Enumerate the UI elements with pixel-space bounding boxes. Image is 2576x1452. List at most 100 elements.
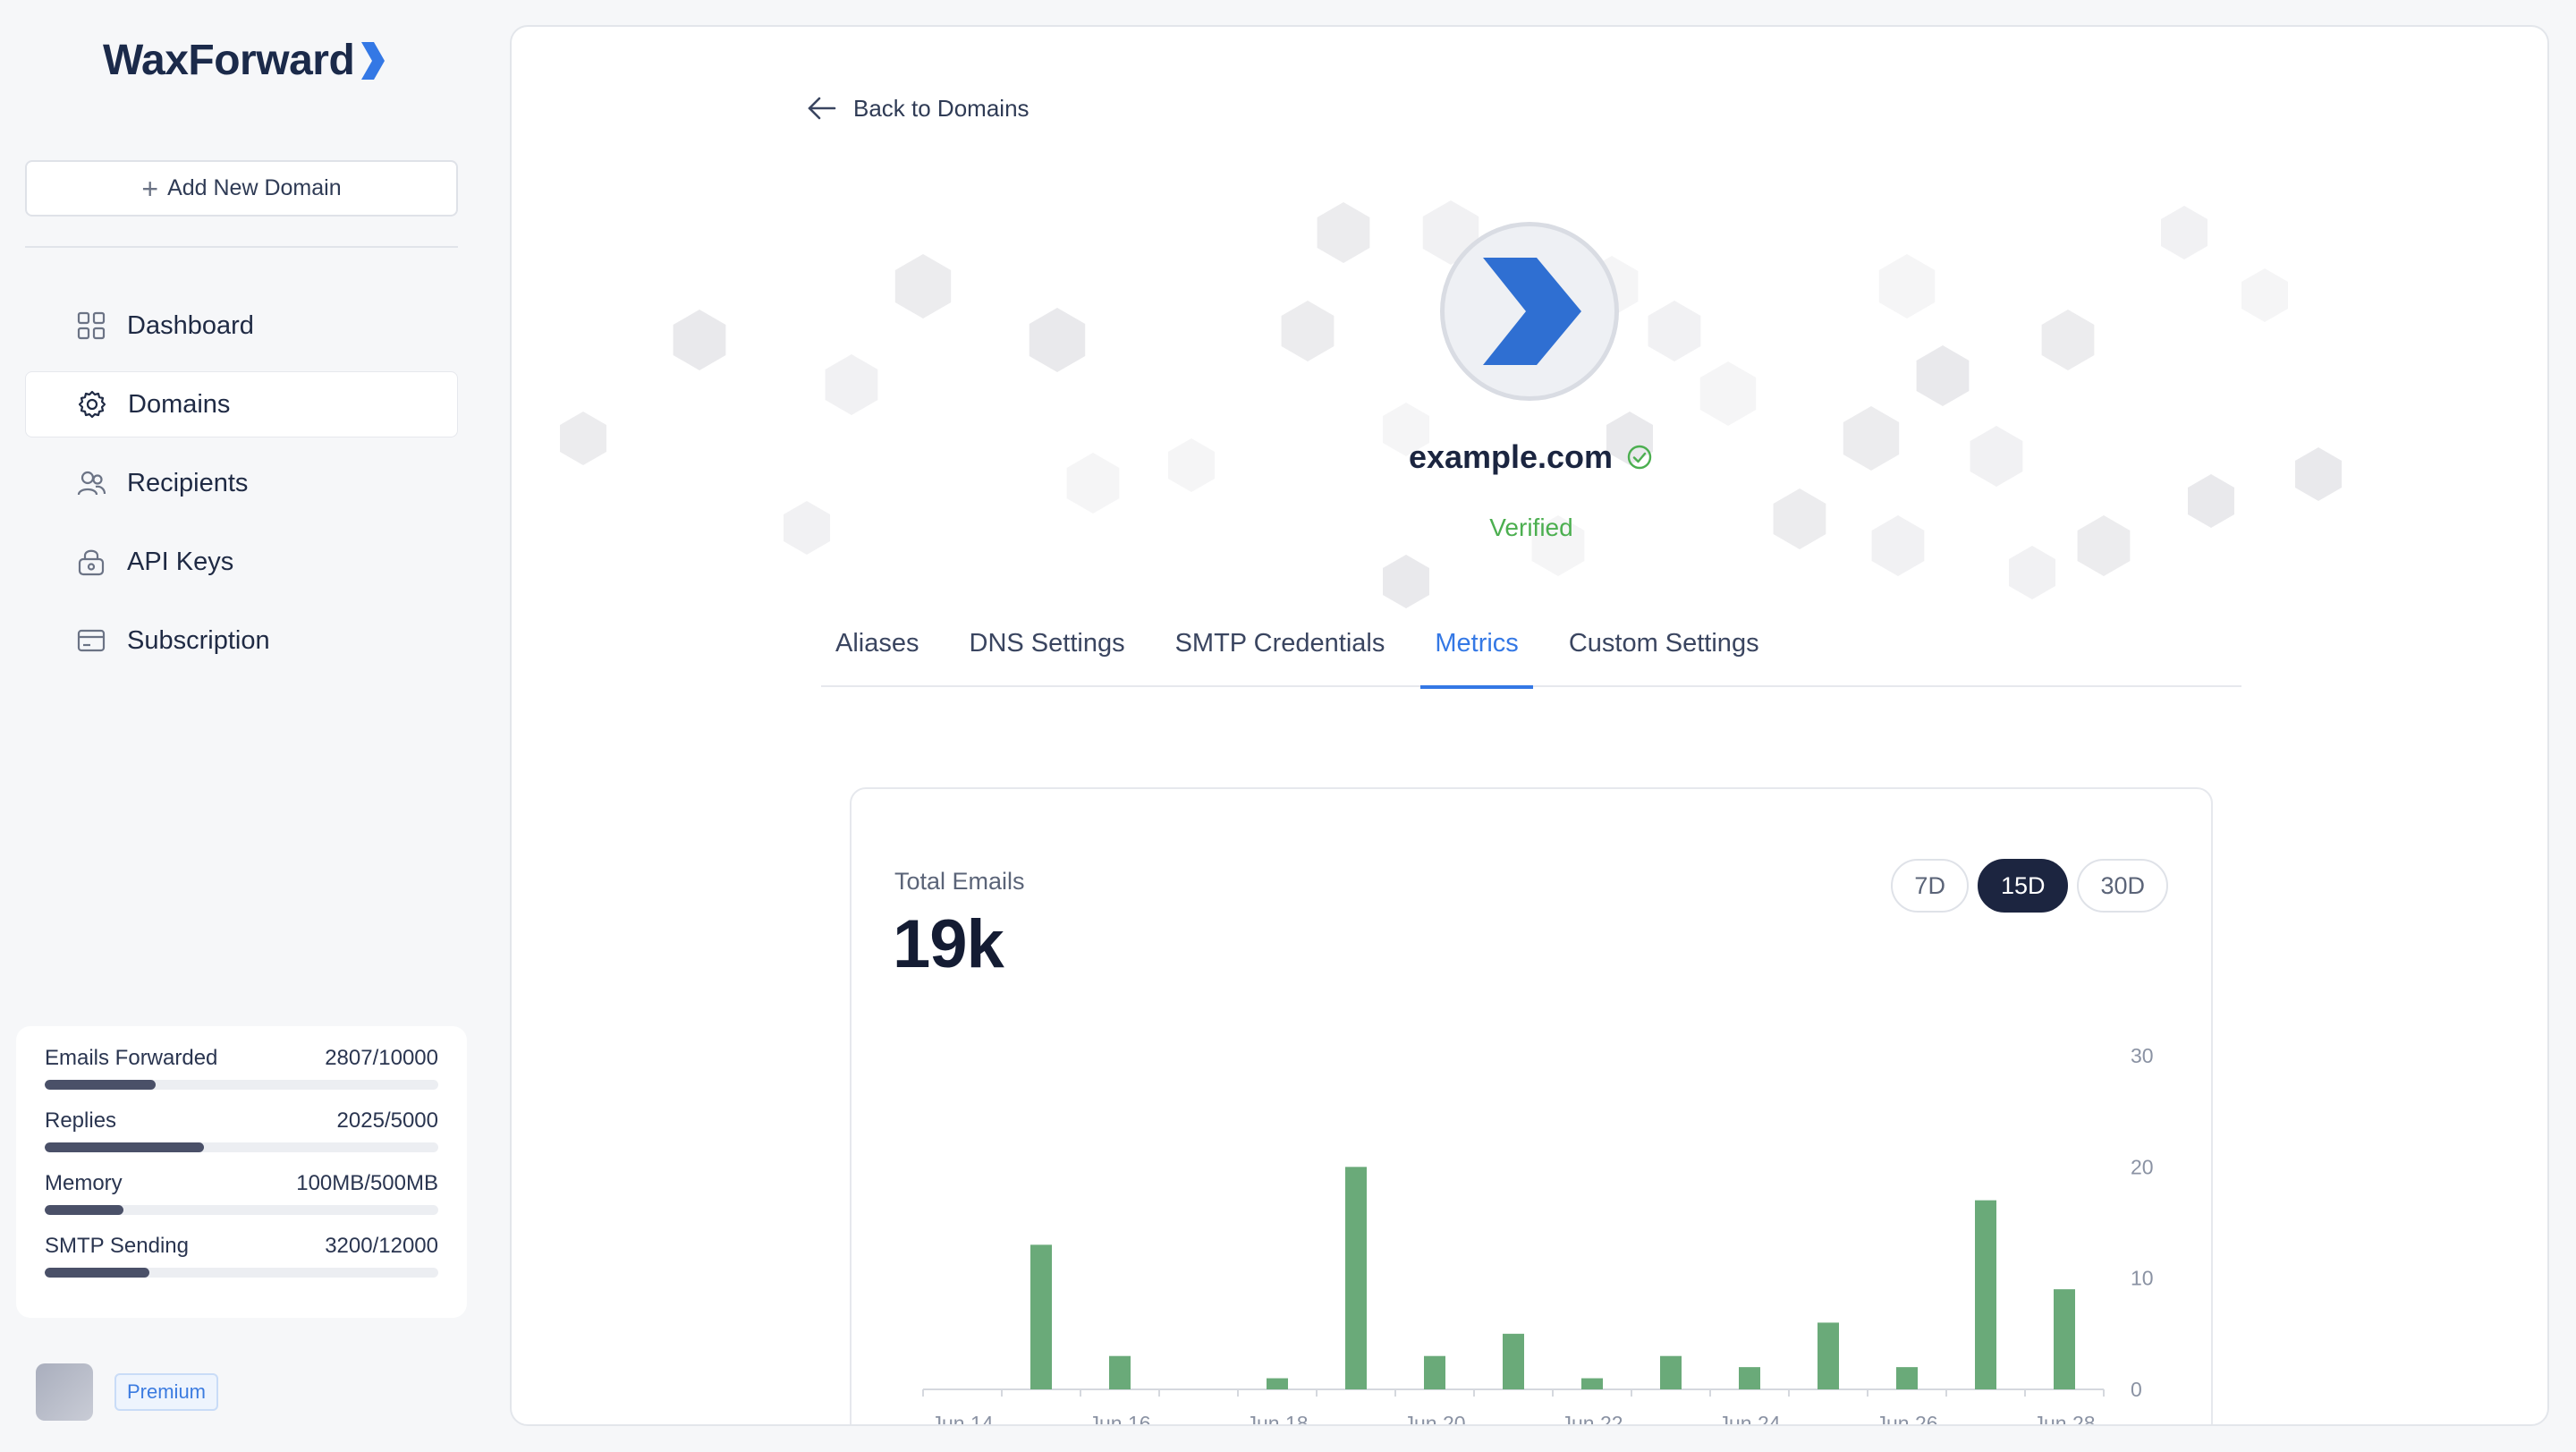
usage-label: Memory xyxy=(45,1171,123,1195)
back-to-domains-link[interactable]: Back to Domains xyxy=(805,91,1030,125)
tab-aliases[interactable]: Aliases xyxy=(835,628,919,658)
x-tick-label: Jun 18 xyxy=(1246,1412,1308,1426)
tab-metrics[interactable]: Metrics xyxy=(1420,599,1534,689)
usage-row-replies: Replies 2025/5000 xyxy=(45,1108,438,1152)
x-tick-label: Jun 24 xyxy=(1718,1412,1780,1426)
range-15d-button[interactable]: 15D xyxy=(1977,859,2069,913)
background-hexagon xyxy=(1970,426,2023,487)
add-new-domain-label: Add New Domain xyxy=(167,175,342,200)
background-hexagon xyxy=(2009,546,2055,599)
logo-text: WaxForward xyxy=(103,37,355,84)
usage-fill xyxy=(45,1268,150,1278)
usage-value: 2025/5000 xyxy=(336,1108,438,1133)
usage-label: Emails Forwarded xyxy=(45,1046,218,1070)
background-hexagon xyxy=(1648,301,1701,361)
range-7d-button[interactable]: 7D xyxy=(1891,859,1969,913)
gear-icon xyxy=(76,388,108,420)
logo-chevron-icon xyxy=(361,41,386,80)
sidebar-item-label: Domains xyxy=(128,389,231,419)
x-tick-label: Jun 22 xyxy=(1561,1412,1623,1426)
y-tick-label: 0 xyxy=(2131,1378,2142,1401)
chart-bar xyxy=(1503,1333,1524,1389)
lock-icon xyxy=(75,546,107,578)
sidebar-item-dashboard[interactable]: Dashboard xyxy=(25,293,458,359)
background-hexagon xyxy=(1843,406,1900,471)
background-hexagon xyxy=(2295,447,2342,501)
domain-name: example.com xyxy=(1408,438,1614,475)
x-tick-label: Jun 26 xyxy=(1876,1412,1937,1426)
x-tick-label: Jun 16 xyxy=(1089,1412,1150,1426)
plan-badge: Premium xyxy=(114,1373,219,1411)
background-hexagon xyxy=(894,254,952,318)
background-hexagon xyxy=(1383,555,1429,608)
credit-card-icon xyxy=(75,624,107,657)
dashboard-grid-icon xyxy=(75,310,107,342)
x-tick-label: Jun 20 xyxy=(1403,1412,1465,1426)
chart-bar xyxy=(1267,1378,1288,1389)
background-hexagon xyxy=(1606,412,1653,465)
sidebar-item-label: Recipients xyxy=(127,468,249,497)
users-icon xyxy=(75,467,107,499)
chart-bar xyxy=(1345,1167,1367,1389)
chart-bar xyxy=(1424,1355,1445,1389)
x-tick-label: Jun 28 xyxy=(2033,1412,2095,1426)
sidebar-item-recipients[interactable]: Recipients xyxy=(25,450,458,516)
chart-bar xyxy=(1739,1367,1760,1389)
background-hexagon xyxy=(1317,202,1370,263)
hexagon-background-pattern xyxy=(560,200,2342,608)
user-row: Premium xyxy=(36,1363,219,1421)
background-hexagon xyxy=(1168,438,1215,492)
sidebar-item-api-keys[interactable]: API Keys xyxy=(25,529,458,595)
usage-row-emails-forwarded: Emails Forwarded 2807/10000 xyxy=(45,1046,438,1090)
chart-bar xyxy=(2054,1289,2075,1389)
sidebar-nav: Dashboard Domains Recipients xyxy=(25,293,458,686)
usage-fill xyxy=(45,1142,205,1152)
usage-fill xyxy=(45,1080,156,1090)
metric-value: 19k xyxy=(893,906,1004,982)
background-hexagon xyxy=(2041,310,2095,370)
background-hexagon xyxy=(1773,488,1826,549)
sidebar-item-domains[interactable]: Domains xyxy=(25,371,458,437)
domain-header: example.com xyxy=(512,438,2547,476)
sidebar-item-label: API Keys xyxy=(127,547,234,576)
tab-dns-settings[interactable]: DNS Settings xyxy=(969,628,1125,658)
background-hexagon xyxy=(1383,403,1429,456)
metric-label: Total Emails xyxy=(894,868,1025,895)
background-hexagon xyxy=(825,354,878,415)
background-hexagon xyxy=(1871,515,1925,576)
arrow-left-icon xyxy=(808,97,836,120)
verification-status: Verified xyxy=(1489,514,1573,541)
background-hexagon xyxy=(784,501,830,555)
chart-bar xyxy=(1581,1378,1603,1389)
usage-value: 100MB/500MB xyxy=(296,1171,438,1195)
background-hexagon xyxy=(560,412,606,465)
add-new-domain-button[interactable]: + Add New Domain xyxy=(25,160,458,217)
range-30d-button[interactable]: 30D xyxy=(2077,859,2168,913)
plus-icon: + xyxy=(141,172,159,205)
chart-bar xyxy=(1818,1322,1839,1389)
usage-value: 2807/10000 xyxy=(325,1046,438,1070)
app-logo[interactable]: WaxForward xyxy=(103,36,386,85)
sidebar-item-label: Dashboard xyxy=(127,310,254,340)
background-hexagon xyxy=(1066,453,1120,514)
sidebar: WaxForward + Add New Domain Dashboard xyxy=(0,0,483,1452)
back-label: Back to Domains xyxy=(853,94,1030,122)
sidebar-item-subscription[interactable]: Subscription xyxy=(25,607,458,674)
metrics-card: Total Emails 19k 7D 15D 30D Jun 14 Jun 16… xyxy=(850,787,2213,1426)
usage-bar xyxy=(45,1080,438,1090)
background-hexagon xyxy=(673,310,726,370)
y-tick-label: 30 xyxy=(2131,1044,2154,1067)
main-panel: Back to Domains example.com Verified Ali… xyxy=(510,25,2549,1426)
avatar[interactable] xyxy=(36,1363,93,1421)
verified-check-icon xyxy=(1627,445,1652,470)
background-hexagon xyxy=(1699,361,1757,426)
usage-value: 3200/12000 xyxy=(325,1234,438,1258)
time-range-selector: 7D 15D 30D xyxy=(1882,859,2168,913)
emails-bar-chart: Jun 14 Jun 16 Jun 18 Jun 20 Jun 22 Jun 24 Jun … xyxy=(922,1044,2154,1426)
tab-custom-settings[interactable]: Custom Settings xyxy=(1568,628,1759,658)
background-hexagon xyxy=(1029,308,1086,372)
tab-smtp-credentials[interactable]: SMTP Credentials xyxy=(1174,628,1385,658)
usage-bar xyxy=(45,1205,438,1215)
usage-bar xyxy=(45,1268,438,1278)
background-hexagon xyxy=(1878,254,1936,318)
